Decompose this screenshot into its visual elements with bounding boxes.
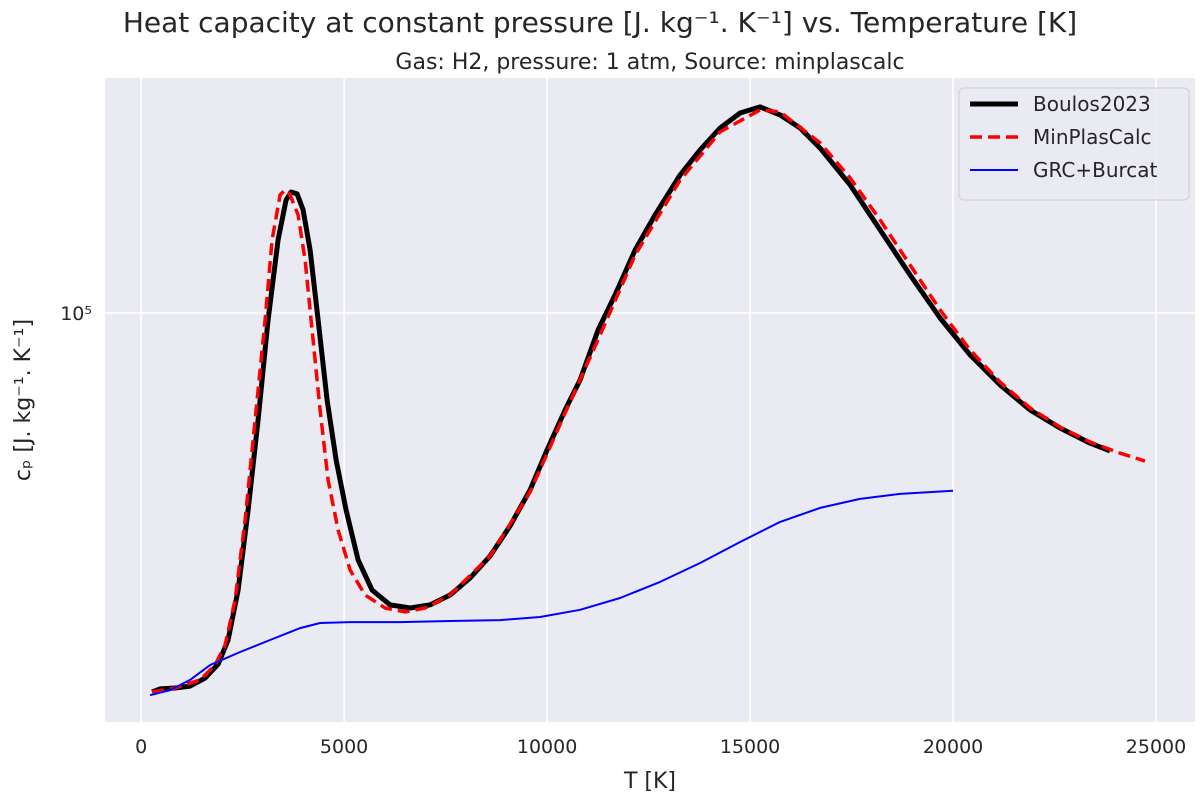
chart-subtitle: Gas: H2, pressure: 1 atm, Source: minpla… (395, 50, 904, 75)
x-tick-label: 25000 (1126, 736, 1186, 758)
x-axis-label: T [K] (623, 769, 676, 794)
legend-label: Boulos2023 (1033, 92, 1151, 116)
legend-label: GRC+Burcat (1033, 158, 1158, 182)
series-line-grc-burcat (149, 489, 954, 697)
series-line-minplascalc (151, 108, 1146, 694)
x-tick-label: 15000 (720, 736, 780, 758)
chart-title: Heat capacity at constant pressure [J. k… (123, 6, 1077, 39)
y-tick-label: 10⁵ (60, 303, 92, 325)
series-lines (149, 104, 1146, 697)
y-axis-label: cₚ [J. kg⁻¹. K⁻¹] (11, 319, 36, 481)
x-tick-label: 0 (135, 736, 147, 758)
y-tick-labels: 10⁵ (60, 303, 92, 325)
x-tick-label: 10000 (517, 736, 577, 758)
x-tick-label: 5000 (320, 736, 368, 758)
grid (105, 78, 1195, 722)
x-tick-labels: 0 5000 10000 15000 20000 25000 (135, 736, 1186, 758)
legend-box (958, 87, 1190, 201)
legend: Boulos2023 MinPlasCalc GRC+Burcat (958, 87, 1190, 201)
legend-label: MinPlasCalc (1033, 125, 1152, 149)
x-tick-label: 20000 (923, 736, 983, 758)
